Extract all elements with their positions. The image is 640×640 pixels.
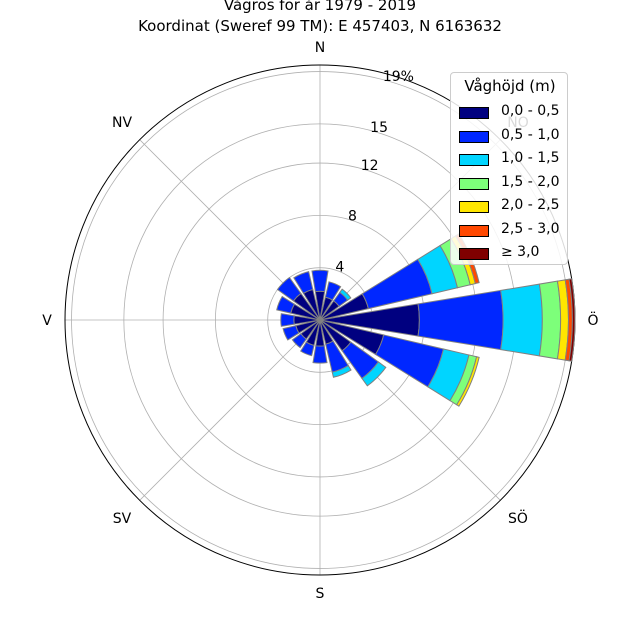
legend-swatch: [459, 201, 489, 213]
rose-bar-segment: [456, 356, 480, 407]
rose-bar-segment: [291, 333, 307, 349]
rose-bar-segment: [339, 288, 352, 301]
legend-swatch: [459, 224, 489, 237]
direction-label: V: [42, 313, 52, 329]
legend-swatch: [459, 177, 489, 190]
direction-label: NV: [112, 115, 132, 131]
legend-label: 0,5 - 1,0: [501, 126, 560, 143]
radial-tick-label: 8: [348, 209, 357, 225]
chart-subtitle: Koordinat (Sweref 99 TM): E 457403, N 61…: [138, 17, 502, 35]
legend-label: 2,0 - 2,5: [501, 197, 560, 213]
rose-bar-segment: [280, 313, 295, 327]
direction-label: S: [316, 586, 325, 602]
legend-swatch: [459, 107, 489, 119]
legend-swatch: [459, 130, 489, 143]
direction-label: SV: [113, 511, 132, 527]
legend-swatch: [459, 154, 489, 166]
radial-tick-label: 19%: [383, 69, 414, 85]
radial-tick-label: 4: [335, 259, 344, 275]
legend: Våghöjd (m) 0,0 - 0,5 0,5 - 1,0 1,0 - 1,5 1…: [450, 72, 568, 265]
rose-bar-segment: [500, 283, 543, 357]
rose-bar-segment: [293, 271, 314, 295]
rose-bar-segment: [276, 276, 302, 302]
rose-bars: [276, 233, 576, 407]
rose-bar-segment: [568, 278, 576, 362]
direction-label: SÖ: [508, 509, 528, 527]
legend-label: 1,0 - 1,5: [501, 150, 560, 166]
legend-label: 2,5 - 3,0: [501, 220, 560, 237]
rose-bar-segment: [331, 364, 352, 378]
rose-bar-segment: [324, 281, 342, 301]
grid-spoke: [139, 319, 321, 501]
direction-label: Ö: [587, 311, 598, 329]
legend-label: 0,0 - 0,5: [501, 103, 560, 119]
rose-bar-segment: [311, 269, 329, 293]
legend-title: Våghöjd (m): [464, 77, 556, 95]
rose-bar-segment: [300, 341, 315, 357]
legend-label: 1,5 - 2,0: [501, 173, 560, 190]
direction-label: N: [315, 40, 325, 56]
rose-bar-segment: [417, 289, 504, 351]
rose-bar-segment: [276, 295, 296, 314]
rose-bar-segment: [538, 280, 562, 360]
rose-bar-segment: [312, 345, 328, 364]
rose-bar-segment: [361, 361, 387, 387]
rose-bar-segment: [282, 325, 300, 341]
chart-title: Vågros för år 1979 - 2019: [223, 0, 417, 14]
legend-swatch: [459, 248, 489, 260]
radial-tick-label: 12: [361, 158, 379, 174]
legend-label: ≥ 3,0: [501, 244, 540, 260]
radial-tick-label: 15: [370, 120, 388, 136]
